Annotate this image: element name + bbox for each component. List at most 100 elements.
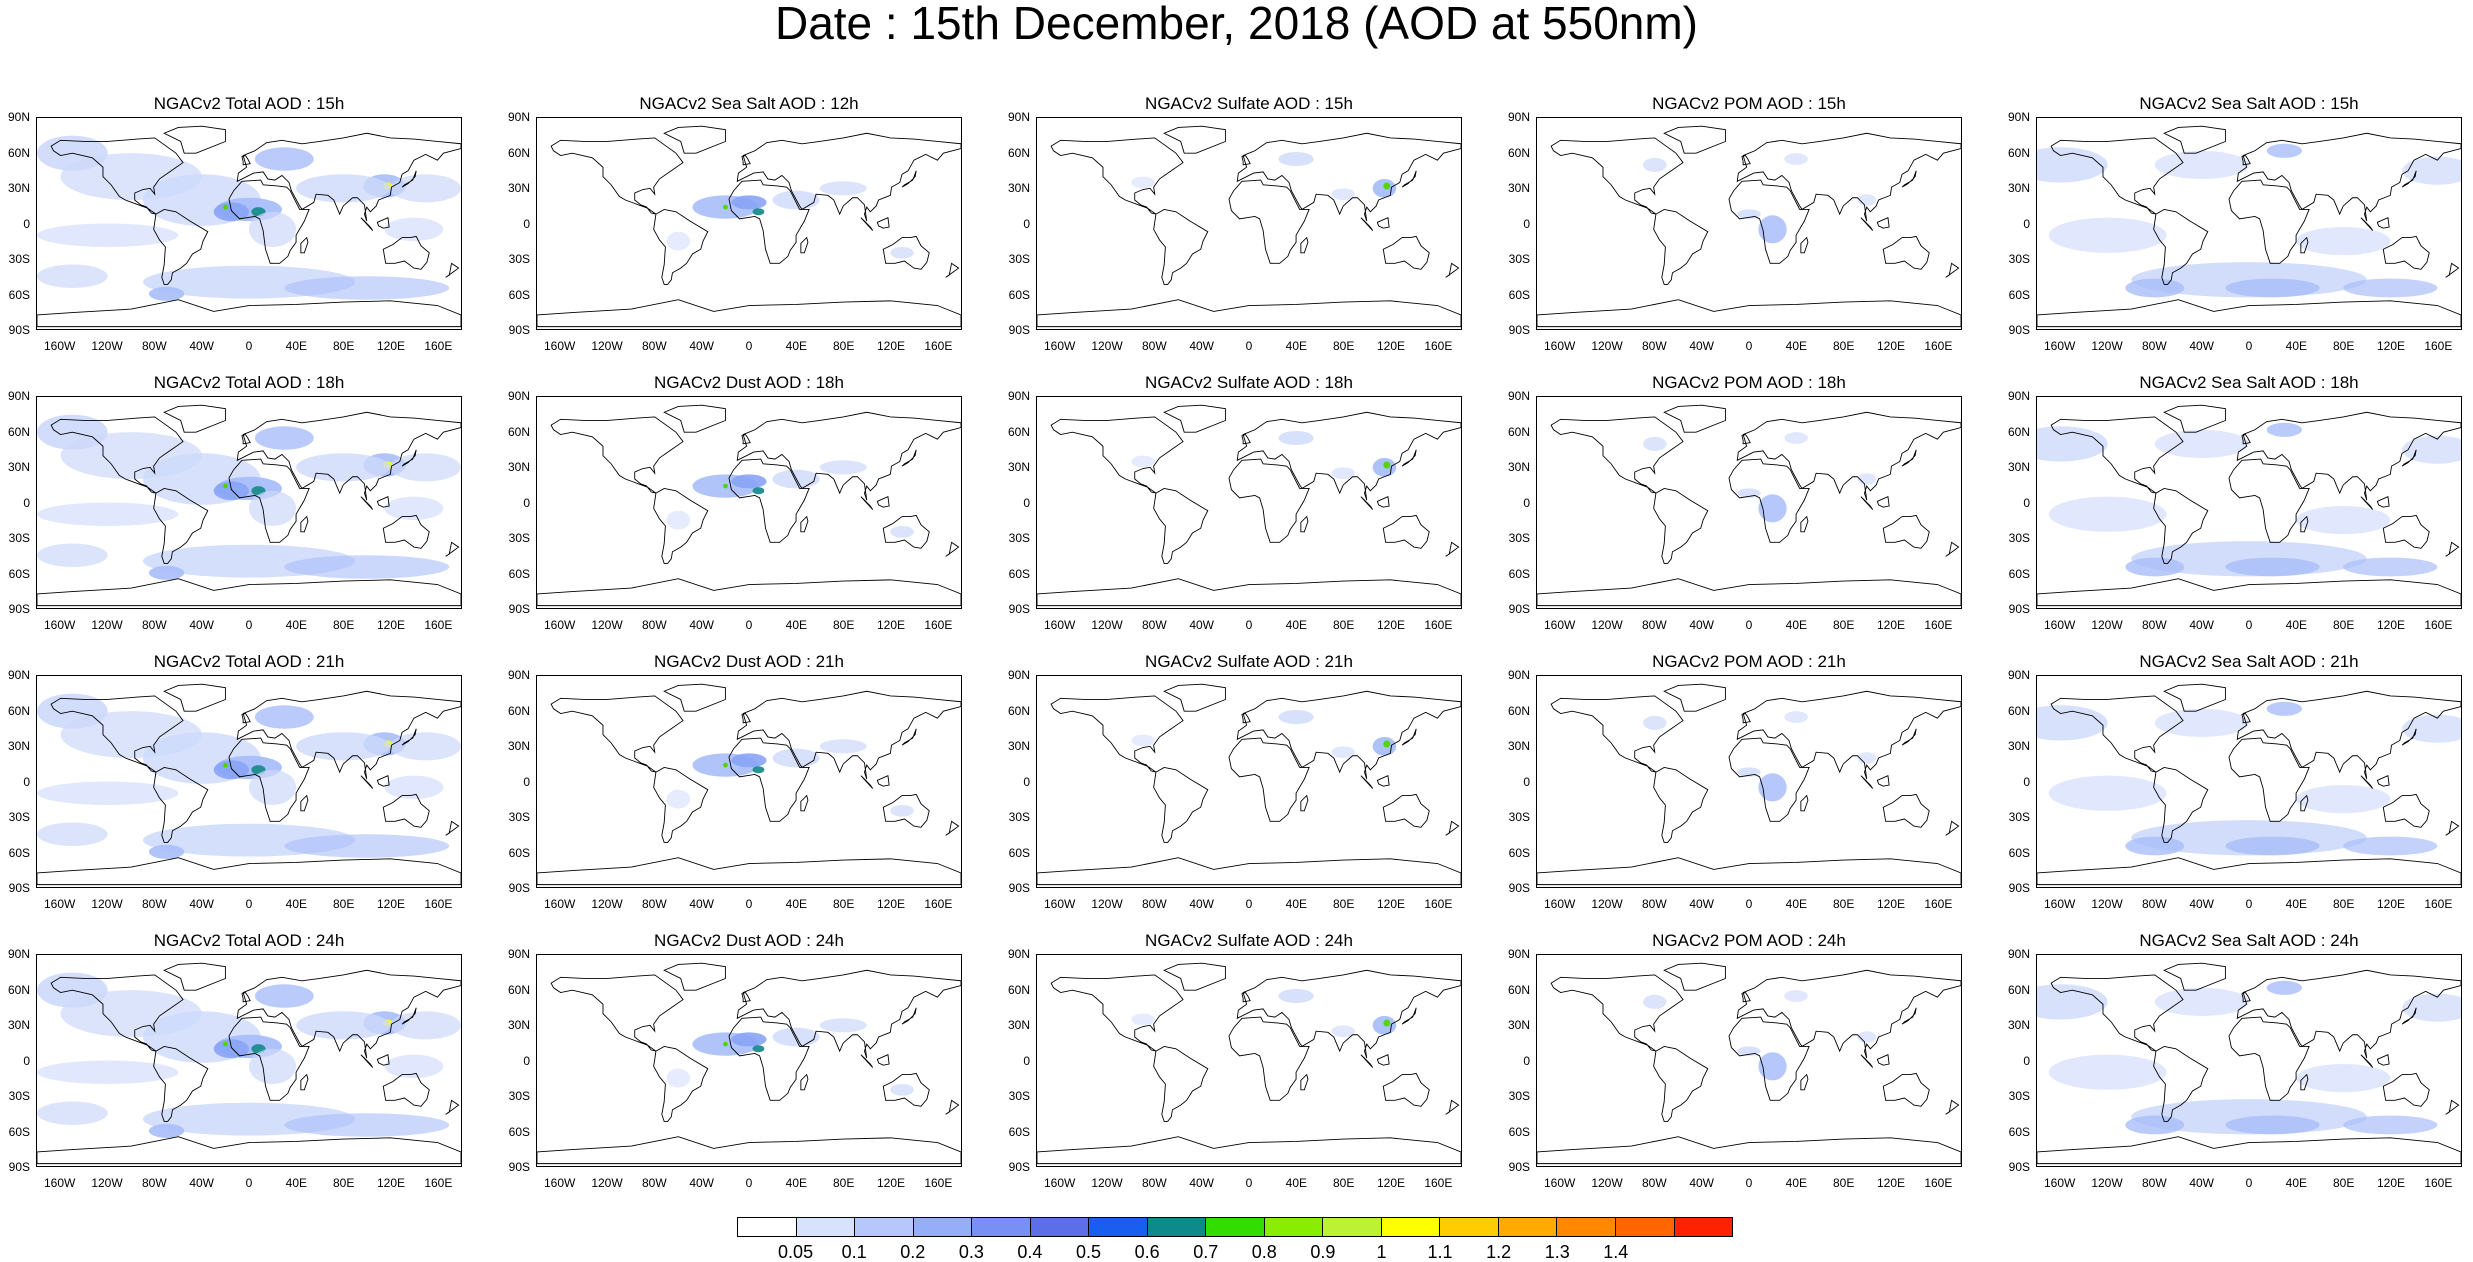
coastline (1728, 1016, 1810, 1101)
longitude-label: 120W (1591, 618, 1623, 632)
latitude-label: 90S (1508, 1160, 1530, 1174)
coastline (736, 690, 961, 780)
coastline (1401, 170, 1417, 188)
aod-field (752, 208, 765, 216)
coastline (2445, 541, 2460, 557)
aod-field (2037, 147, 2108, 183)
coastline (550, 416, 684, 494)
latitude-label: 30N (1007, 181, 1030, 195)
latitude-label: 30N (507, 739, 530, 753)
coastline (1236, 411, 1461, 501)
coastline (163, 404, 226, 433)
coastline (37, 299, 461, 328)
aod-field (296, 453, 391, 482)
longitude-label: 40W (689, 618, 714, 632)
aod-field (1643, 436, 1667, 451)
longitude-label: 80E (1332, 339, 1355, 353)
longitude-label: 160E (2424, 897, 2453, 911)
map-svg (537, 683, 961, 886)
longitude-label: 120E (376, 339, 406, 353)
aod-field (1784, 153, 1808, 165)
longitude-label: 120W (1091, 339, 1123, 353)
longitude-label: 120E (2376, 618, 2406, 632)
coastline (901, 170, 917, 188)
map-svg (537, 125, 961, 328)
aod-field (37, 1101, 108, 1125)
longitude-label: 80W (141, 339, 167, 353)
aod-field (148, 286, 185, 301)
longitude-label: 160E (1424, 339, 1453, 353)
latitude-label: 60S (2008, 1124, 2030, 1139)
aod-field (1131, 1013, 1155, 1026)
aod-field (1331, 1025, 1355, 1038)
aod-field (2225, 1115, 2320, 1135)
longitude-label: 160W (1543, 618, 1576, 632)
coastline (2445, 1099, 2460, 1115)
coastline (2228, 179, 2310, 264)
longitude-label: 120E (376, 618, 406, 632)
longitude-label: 160E (1424, 618, 1453, 632)
coastline (382, 235, 430, 270)
latitude-label: 90S (2008, 881, 2030, 895)
longitude-label: 80W (641, 897, 667, 911)
longitude-label: 40E (785, 339, 807, 353)
coastline (2163, 125, 2226, 154)
latitude-label: 30S (508, 531, 530, 545)
coastline (1800, 794, 1809, 812)
longitude-label: 40E (2285, 339, 2307, 353)
coastline (1153, 208, 1209, 285)
colorbar-swatch (972, 1218, 1031, 1236)
latitude-label: 60S (1008, 287, 1030, 302)
aod-field (819, 739, 867, 754)
coastline (1736, 411, 1961, 501)
aod-field (2402, 714, 2461, 743)
latitude-label: 30S (8, 252, 30, 266)
latitude-label: 0 (1523, 1053, 1530, 1068)
coastline (663, 962, 726, 991)
coastline (2401, 1007, 2417, 1025)
coastline (153, 208, 209, 285)
longitude-label: 160E (424, 618, 453, 632)
coastline (228, 737, 310, 822)
map-panel: NGACv2 POM AOD : 21h 90N 60N 30N 0 30S 60S 90S 1… (1500, 652, 1976, 933)
latitude-label: 60S (2008, 845, 2030, 860)
colorbar-swatch (855, 1218, 914, 1236)
longitude-label: 160W (1043, 618, 1076, 632)
coastline (1050, 695, 1184, 773)
map-panel: NGACv2 Dust AOD : 24h 90N 60N 30N 0 30S 60S 90S… (500, 931, 976, 1212)
coastline (1663, 404, 1726, 433)
panel-title: NGACv2 Sea Salt AOD : 24h (2139, 931, 2359, 950)
latitude-label: 90N (7, 947, 30, 961)
aod-field (254, 984, 314, 1008)
world-map (2036, 396, 2462, 609)
coastline (236, 411, 461, 501)
aod-field (2048, 217, 2167, 253)
aod-field (2048, 496, 2167, 532)
colorbar-swatch (796, 1218, 856, 1236)
panel-title: NGACv2 POM AOD : 24h (1652, 931, 1846, 950)
aod-field (890, 804, 914, 817)
map-svg (37, 404, 461, 607)
longitude-label: 160E (1924, 339, 1953, 353)
coastline (1537, 1136, 1961, 1165)
world-map (536, 396, 962, 609)
coastline (1653, 208, 1709, 285)
longitude-label: 80E (1832, 897, 1855, 911)
longitude-label: 120W (2091, 897, 2123, 911)
longitude-label: 160W (2043, 897, 2076, 911)
coastline (382, 1072, 430, 1107)
coastline (241, 155, 251, 166)
map-panel: NGACv2 Sea Salt AOD : 18h 90N 60N 30N 0 30S 60… (2000, 373, 2473, 654)
latitude-label: 60S (508, 845, 530, 860)
coastline (1360, 1054, 1374, 1068)
coastline (1945, 820, 1960, 836)
coastline (1537, 299, 1961, 328)
aod-field (2225, 278, 2320, 298)
coastline (1537, 857, 1961, 886)
coastline (1901, 1007, 1917, 1025)
aod-field (1278, 709, 1314, 725)
latitude-label: 60S (508, 287, 530, 302)
map-svg (2037, 962, 2461, 1165)
coastline (2401, 728, 2417, 746)
aod-field (752, 487, 765, 495)
